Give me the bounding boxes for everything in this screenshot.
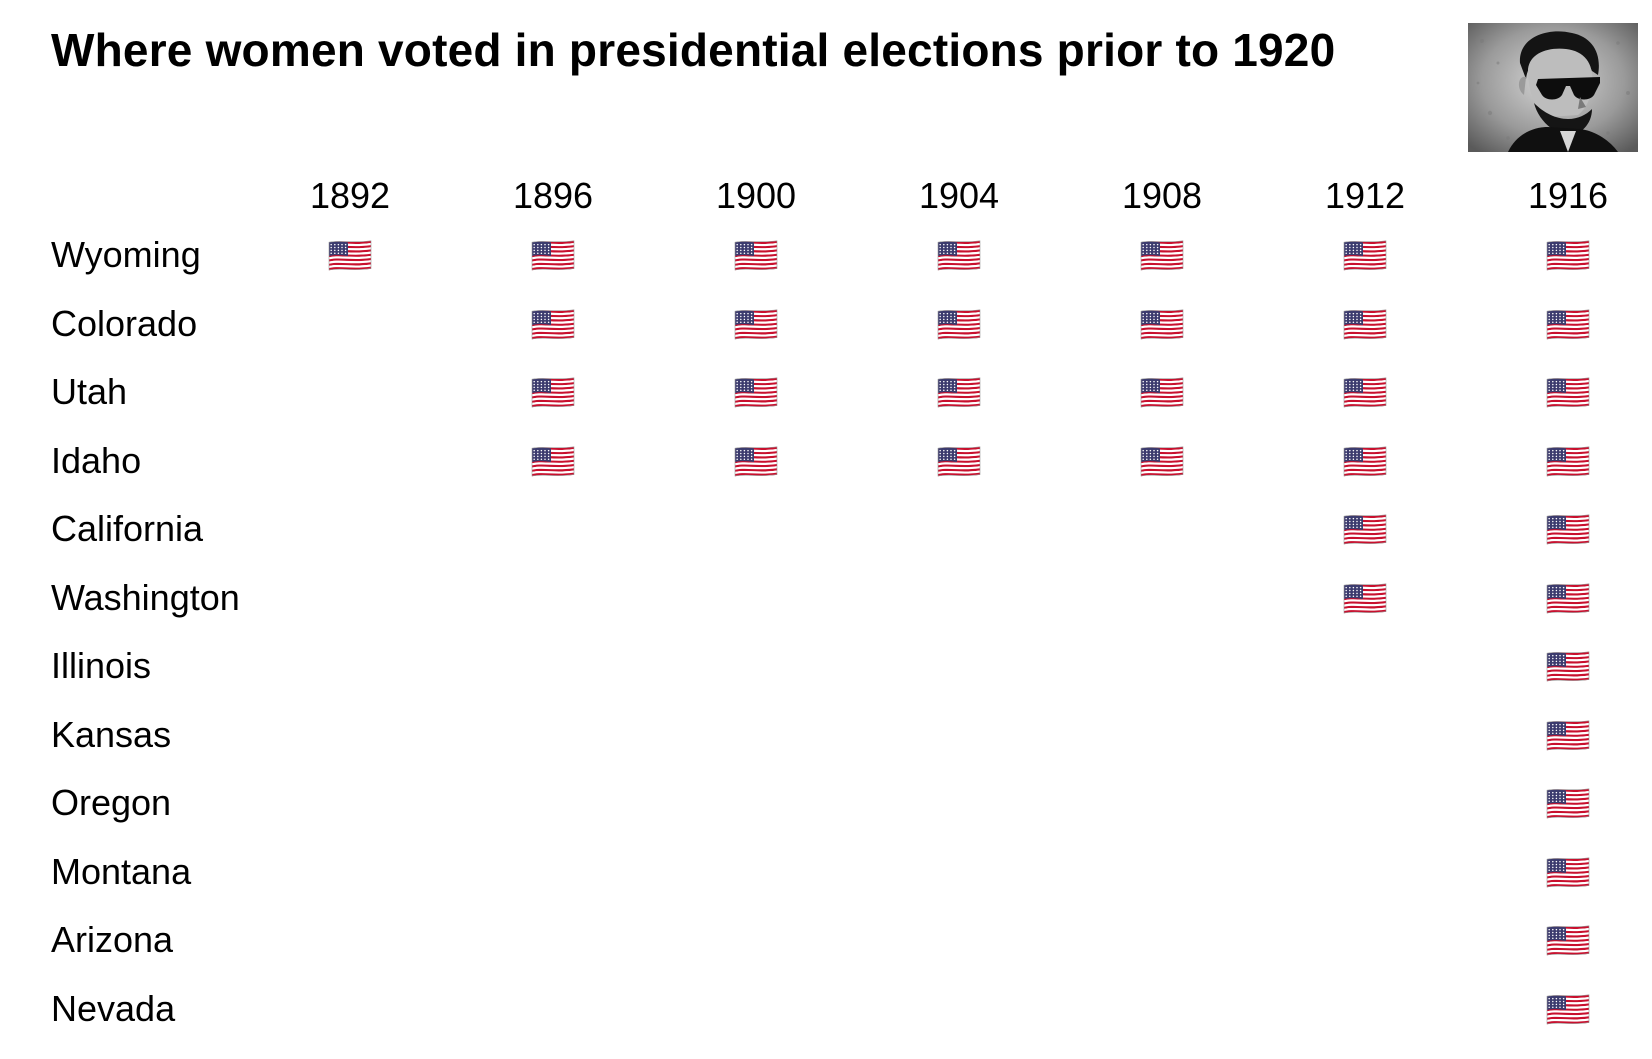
us-flag-icon: [937, 376, 981, 408]
state-label-illinois: Illinois: [51, 645, 152, 686]
us-flag-icon: [1140, 308, 1184, 340]
us-flag-icon: [1343, 376, 1387, 408]
us-flag-icon: [734, 445, 778, 477]
state-label-kansas: Kansas: [51, 713, 172, 755]
us-flag-icon: [1546, 239, 1590, 271]
us-flag-icon: [1546, 376, 1590, 408]
state-label-colorado: Colorado: [51, 302, 198, 344]
us-flag-icon: [937, 308, 981, 340]
year-label-1916: 1916: [1527, 175, 1609, 216]
state-label-washington: Washington: [51, 576, 240, 618]
us-flag-icon: [531, 376, 575, 408]
year-label-1912: 1912: [1324, 175, 1406, 216]
us-flag-icon: [1546, 856, 1590, 888]
us-flag-icon: [1343, 239, 1387, 271]
us-flag-icon: [734, 376, 778, 408]
us-flag-icon: [1343, 582, 1387, 614]
year-label-1892: 1892: [309, 175, 391, 216]
us-flag-icon: [1140, 376, 1184, 408]
state-label-arizona: Arizona: [51, 919, 174, 960]
us-flag-icon: [937, 239, 981, 271]
state-label-wyoming: Wyoming: [51, 234, 201, 275]
us-flag-icon: [328, 239, 372, 271]
us-flag-icon: [1546, 513, 1590, 545]
state-label-nevada: Nevada: [51, 987, 176, 1029]
us-flag-icon: [1546, 787, 1590, 819]
us-flag-icon: [1343, 513, 1387, 545]
us-flag-icon: [1546, 582, 1590, 614]
us-flag-icon: [1546, 993, 1590, 1025]
state-label-montana: Montana: [51, 850, 192, 892]
us-flag-icon: [1140, 239, 1184, 271]
year-label-1896: 1896: [512, 175, 594, 216]
us-flag-icon: [734, 239, 778, 271]
year-label-1900: 1900: [715, 175, 797, 216]
us-flag-icon: [734, 308, 778, 340]
us-flag-icon: [937, 445, 981, 477]
us-flag-icon: [1343, 308, 1387, 340]
state-label-utah: Utah: [51, 371, 128, 412]
us-flag-icon: [1140, 445, 1184, 477]
us-flag-icon: [1546, 924, 1590, 956]
us-flag-icon: [1546, 308, 1590, 340]
us-flag-icon: [1546, 650, 1590, 682]
us-flag-icon: [1343, 445, 1387, 477]
year-label-1904: 1904: [918, 175, 1000, 216]
state-label-california: California: [51, 508, 204, 549]
lincoln-sunglasses-portrait-icon: [1468, 23, 1638, 152]
us-flag-icon: [531, 308, 575, 340]
us-flag-icon: [1546, 445, 1590, 477]
year-label-1908: 1908: [1121, 175, 1203, 216]
chart-title: Where women voted in presidential electi…: [51, 24, 1336, 76]
state-label-oregon: Oregon: [51, 782, 172, 823]
state-label-idaho: Idaho: [51, 439, 142, 481]
us-flag-icon: [531, 445, 575, 477]
us-flag-icon: [531, 239, 575, 271]
us-flag-icon: [1546, 719, 1590, 751]
